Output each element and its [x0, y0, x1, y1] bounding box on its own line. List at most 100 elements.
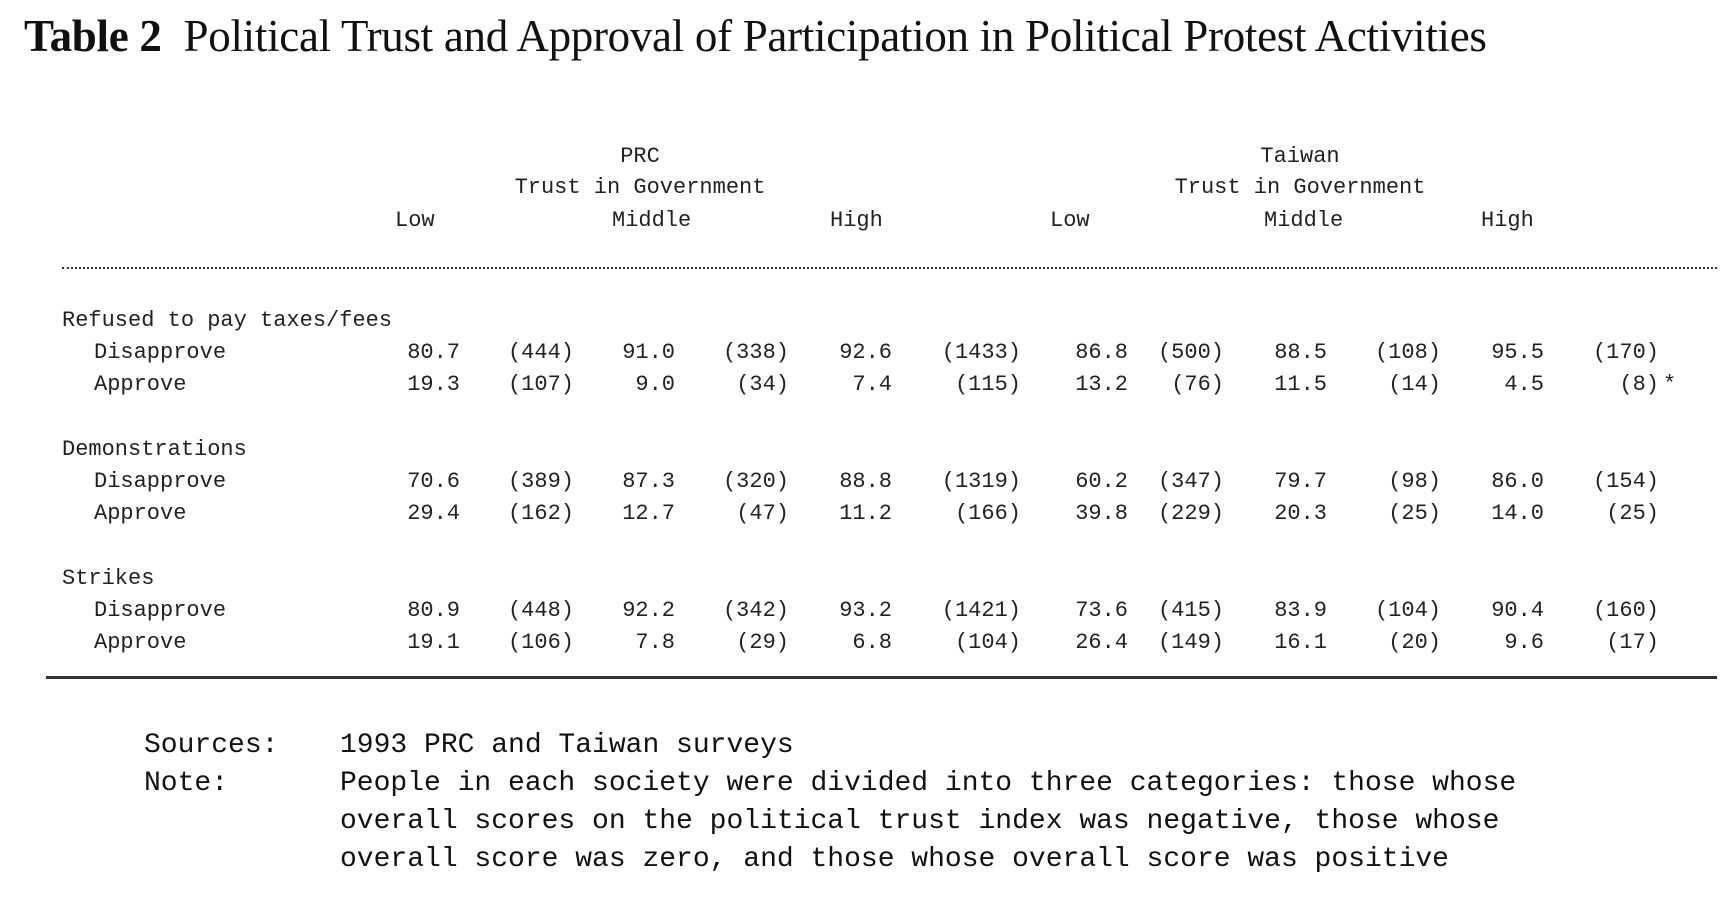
row-label: Approve — [94, 501, 187, 526]
count-cell: (149) — [1157, 630, 1224, 655]
count-cell: (108) — [1374, 340, 1441, 365]
table-title: Table 2 Political Trust and Approval of P… — [24, 10, 1487, 62]
percent-cell: 70.6 — [407, 469, 460, 494]
percent-cell: 92.6 — [839, 340, 892, 365]
count-cell: (320) — [722, 469, 789, 494]
section-label: Strikes — [62, 566, 155, 591]
count-cell: (34) — [736, 372, 789, 397]
count-cell: (107) — [507, 372, 574, 397]
row-label: Disapprove — [94, 340, 227, 365]
percent-cell: 12.7 — [622, 501, 675, 526]
section-label: Demonstrations — [62, 437, 247, 462]
count-cell: (154) — [1592, 469, 1659, 494]
percent-cell: 91.0 — [622, 340, 675, 365]
count-cell: (8) — [1619, 372, 1659, 397]
row-label: Approve — [94, 372, 187, 397]
count-cell: (166) — [954, 501, 1021, 526]
note-label: Note: — [144, 768, 229, 799]
percent-cell: 73.6 — [1075, 598, 1128, 623]
count-cell: (25) — [1606, 501, 1659, 526]
percent-cell: 83.9 — [1274, 598, 1327, 623]
percent-cell: 29.4 — [407, 501, 460, 526]
percent-cell: 11.5 — [1274, 372, 1327, 397]
count-cell: (106) — [507, 630, 574, 655]
table-title-text: Political Trust and Approval of Particip… — [183, 11, 1487, 61]
table-number: Table 2 — [24, 11, 162, 61]
percent-cell: 80.9 — [407, 598, 460, 623]
row-label: Approve — [94, 630, 187, 655]
percent-cell: 7.8 — [635, 630, 675, 655]
row-label: Disapprove — [94, 598, 227, 623]
percent-cell: 39.8 — [1075, 501, 1128, 526]
count-cell: (500) — [1157, 340, 1224, 365]
count-cell: (14) — [1388, 372, 1441, 397]
percent-cell: 20.3 — [1274, 501, 1327, 526]
percent-cell: 9.6 — [1504, 630, 1544, 655]
percent-cell: 4.5 — [1504, 372, 1544, 397]
count-cell: (104) — [1374, 598, 1441, 623]
count-cell: (342) — [722, 598, 789, 623]
percent-cell: 86.8 — [1075, 340, 1128, 365]
percent-cell: 88.5 — [1274, 340, 1327, 365]
count-cell: (170) — [1592, 340, 1659, 365]
percent-cell: 80.7 — [407, 340, 460, 365]
taiwan-subheader: Trust in Government — [1174, 175, 1426, 200]
count-cell: (25) — [1388, 501, 1441, 526]
count-cell: (1433) — [941, 340, 1021, 365]
count-cell: (162) — [507, 501, 574, 526]
percent-cell: 60.2 — [1075, 469, 1128, 494]
percent-cell: 87.3 — [622, 469, 675, 494]
count-cell: (20) — [1388, 630, 1441, 655]
col-header-prc-high: High — [830, 208, 883, 233]
col-header-taiwan-middle: Middle — [1264, 208, 1344, 233]
col-header-prc-low: Low — [395, 208, 435, 233]
note-line-1: People in each society were divided into… — [340, 768, 1517, 799]
bottom-rule — [46, 676, 1717, 679]
sources-text: 1993 PRC and Taiwan surveys — [340, 730, 794, 761]
percent-cell: 7.4 — [852, 372, 892, 397]
percent-cell: 92.2 — [622, 598, 675, 623]
significance-marker: * — [1663, 372, 1677, 397]
count-cell: (1421) — [941, 598, 1021, 623]
percent-cell: 26.4 — [1075, 630, 1128, 655]
note-line-3: overall score was zero, and those whose … — [340, 844, 1449, 875]
percent-cell: 88.8 — [839, 469, 892, 494]
percent-cell: 19.1 — [407, 630, 460, 655]
percent-cell: 93.2 — [839, 598, 892, 623]
prc-header: PRC — [620, 144, 660, 169]
col-header-prc-middle: Middle — [612, 208, 692, 233]
section-label: Refused to pay taxes/fees — [62, 308, 393, 333]
percent-cell: 14.0 — [1491, 501, 1544, 526]
count-cell: (229) — [1157, 501, 1224, 526]
count-cell: (389) — [507, 469, 574, 494]
count-cell: (347) — [1157, 469, 1224, 494]
percent-cell: 11.2 — [839, 501, 892, 526]
count-cell: (1319) — [941, 469, 1021, 494]
percent-cell: 13.2 — [1075, 372, 1128, 397]
count-cell: (415) — [1157, 598, 1224, 623]
count-cell: (448) — [507, 598, 574, 623]
col-header-taiwan-low: Low — [1050, 208, 1090, 233]
count-cell: (17) — [1606, 630, 1659, 655]
header-rule — [62, 267, 1717, 269]
percent-cell: 90.4 — [1491, 598, 1544, 623]
count-cell: (76) — [1171, 372, 1224, 397]
count-cell: (444) — [507, 340, 574, 365]
count-cell: (104) — [954, 630, 1021, 655]
note-line-2: overall scores on the political trust in… — [340, 806, 1500, 837]
percent-cell: 19.3 — [407, 372, 460, 397]
prc-subheader: Trust in Government — [514, 175, 766, 200]
percent-cell: 79.7 — [1274, 469, 1327, 494]
count-cell: (160) — [1592, 598, 1659, 623]
count-cell: (338) — [722, 340, 789, 365]
count-cell: (47) — [736, 501, 789, 526]
percent-cell: 95.5 — [1491, 340, 1544, 365]
col-header-taiwan-high: High — [1481, 208, 1534, 233]
taiwan-header: Taiwan — [1260, 144, 1340, 169]
percent-cell: 16.1 — [1274, 630, 1327, 655]
count-cell: (29) — [736, 630, 789, 655]
count-cell: (98) — [1388, 469, 1441, 494]
row-label: Disapprove — [94, 469, 227, 494]
percent-cell: 6.8 — [852, 630, 892, 655]
percent-cell: 86.0 — [1491, 469, 1544, 494]
